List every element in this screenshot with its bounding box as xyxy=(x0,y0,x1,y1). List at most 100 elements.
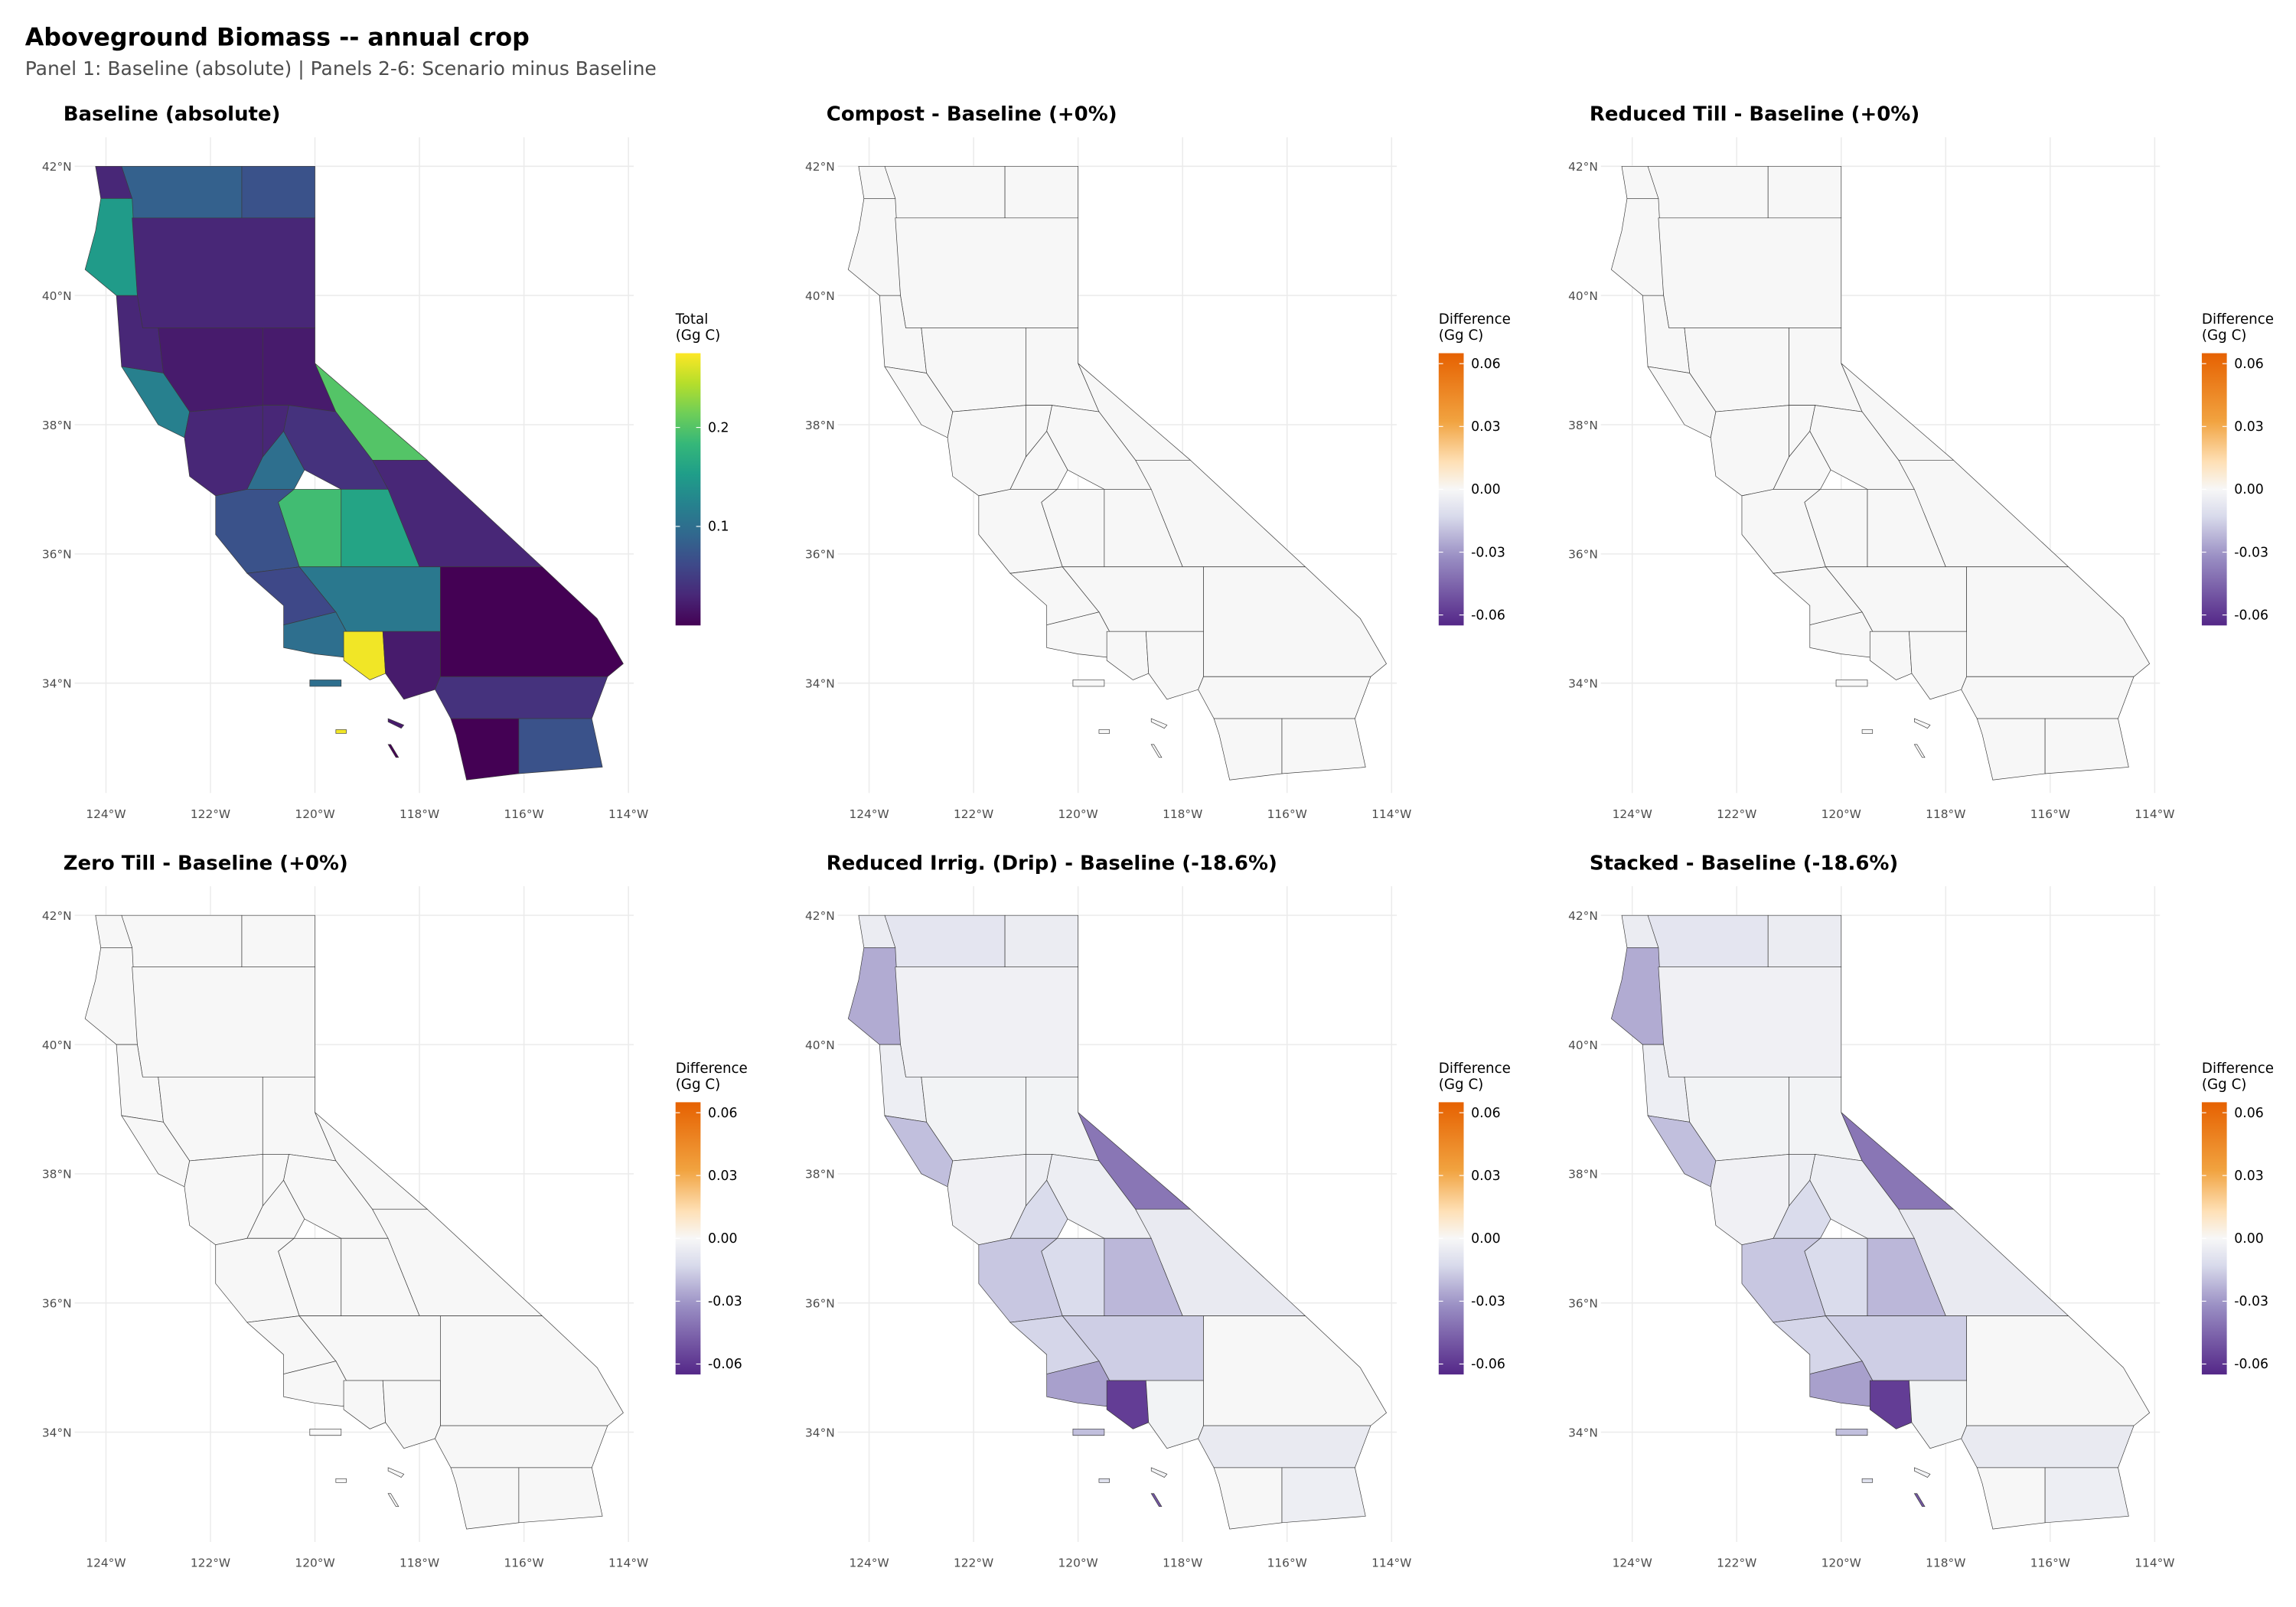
lon-tick-label: 122°W xyxy=(954,1556,993,1570)
figure-title: Aboveground Biomass -- annual crop xyxy=(25,24,530,52)
county-sierra-north xyxy=(1026,1076,1100,1162)
lon-tick-label: 124°W xyxy=(86,1556,126,1570)
lon-tick-label: 124°W xyxy=(1613,1556,1652,1570)
county-island-santa-cruz xyxy=(309,1428,342,1436)
county-north-interior xyxy=(895,966,1078,1077)
county-tulare xyxy=(341,1237,420,1316)
lon-tick-label: 120°W xyxy=(1821,807,1861,821)
county-island-catalina xyxy=(1150,1467,1168,1478)
legend-tick-label: -0.03 xyxy=(1471,545,1505,560)
lat-tick-label: 38°N xyxy=(1568,1168,1598,1182)
map-panel-5: Reduced Irrig. (Drip) - Baseline (-18.6%… xyxy=(805,852,1511,1570)
county-tulare xyxy=(1104,1237,1183,1316)
county-tulare xyxy=(341,489,420,568)
legend-title: Difference xyxy=(2202,1061,2274,1077)
county-ventura xyxy=(1106,631,1150,680)
color-legend: Difference(Gg C) 0.06 0.03 0.00 -0.03 -0.06 xyxy=(1438,1061,1511,1375)
map-panel-6: Stacked - Baseline (-18.6%) 124°W 122°W 120… xyxy=(1568,852,2274,1570)
county-los-angeles xyxy=(1909,631,1967,700)
county-sierra-north xyxy=(1789,328,1863,412)
legend-title: (Gg C) xyxy=(2202,1077,2247,1093)
legend-tick-label: -0.06 xyxy=(2234,608,2268,623)
county-los-angeles xyxy=(1145,631,1204,700)
lon-tick-label: 116°W xyxy=(504,807,543,821)
color-legend: Difference(Gg C) 0.06 0.03 0.00 -0.03 -0.06 xyxy=(1438,311,1511,626)
lat-tick-label: 40°N xyxy=(1568,289,1598,303)
legend-tick-label: 0.03 xyxy=(708,1169,738,1184)
county-los-angeles xyxy=(1145,1380,1204,1449)
county-island-san-nicolas xyxy=(1861,729,1874,734)
lat-tick-label: 36°N xyxy=(805,1296,835,1310)
lat-tick-label: 34°N xyxy=(1568,676,1598,690)
county-humboldt xyxy=(84,198,138,296)
county-island-catalina xyxy=(1914,718,1931,729)
county-san-diego xyxy=(1213,718,1283,781)
county-san-bernardino xyxy=(1966,566,2151,677)
county-merced xyxy=(1773,430,1831,490)
legend-title: (Gg C) xyxy=(676,328,721,344)
lat-tick-label: 40°N xyxy=(805,289,835,303)
lat-tick-label: 38°N xyxy=(805,419,835,432)
legend-tick-label: 0.00 xyxy=(1471,1231,1501,1247)
county-island-santa-cruz xyxy=(1835,680,1868,687)
legend-title: (Gg C) xyxy=(2202,328,2247,344)
legend-tick-label: 0.03 xyxy=(1471,1169,1501,1184)
county-north-interior xyxy=(1658,217,1842,328)
county-siskiyou xyxy=(121,165,243,219)
lon-tick-label: 114°W xyxy=(2135,807,2174,821)
county-imperial xyxy=(2044,1467,2129,1524)
county-imperial xyxy=(518,718,603,774)
county-island-san-clemente xyxy=(387,1493,400,1507)
legend-tick-label: -0.06 xyxy=(2234,1357,2268,1372)
county-siskiyou xyxy=(121,914,243,967)
legend-tick-label: -0.06 xyxy=(708,1357,742,1372)
panel-title: Reduced Till - Baseline (+0%) xyxy=(1590,103,1919,126)
county-siskiyou xyxy=(1647,165,1769,219)
lon-tick-label: 124°W xyxy=(849,1556,889,1570)
lon-tick-label: 118°W xyxy=(400,1556,439,1570)
county-island-catalina xyxy=(1914,1467,1931,1478)
county-island-san-clemente xyxy=(1150,1493,1163,1507)
county-riverside xyxy=(435,1425,608,1468)
legend-tick-label: -0.06 xyxy=(1471,1357,1505,1372)
county-siskiyou xyxy=(884,914,1006,967)
map-panel-4: Zero Till - Baseline (+0%) 124°W 122°W 120°… xyxy=(42,852,748,1570)
legend-tick-label: 0.03 xyxy=(2234,419,2264,435)
lat-tick-label: 42°N xyxy=(42,909,72,923)
lat-tick-label: 34°N xyxy=(42,1426,72,1439)
county-ventura xyxy=(1869,1380,1913,1429)
lat-tick-label: 36°N xyxy=(805,548,835,562)
lat-tick-label: 34°N xyxy=(1568,1426,1598,1439)
county-imperial xyxy=(1281,718,1366,774)
county-imperial xyxy=(2044,718,2129,774)
panels: Baseline (absolute) 124°W 122°W 120°W 118°W 1… xyxy=(42,103,2274,1570)
county-north-interior xyxy=(132,966,315,1077)
lat-tick-label: 38°N xyxy=(805,1168,835,1182)
county-island-san-clemente xyxy=(387,744,400,758)
lon-tick-label: 120°W xyxy=(295,807,334,821)
lat-tick-label: 38°N xyxy=(1568,419,1598,432)
lon-tick-label: 122°W xyxy=(1717,807,1756,821)
county-ventura xyxy=(343,631,386,680)
county-san-diego xyxy=(1976,1467,2046,1530)
county-humboldt xyxy=(1611,947,1665,1045)
lon-tick-label: 114°W xyxy=(608,1556,648,1570)
county-imperial xyxy=(1281,1467,1366,1524)
legend-tick-label: 0.06 xyxy=(2234,1106,2264,1121)
lon-tick-label: 114°W xyxy=(1371,807,1411,821)
lon-tick-label: 116°W xyxy=(2030,807,2070,821)
county-island-san-clemente xyxy=(1913,1493,1926,1507)
legend-title: (Gg C) xyxy=(676,1077,721,1093)
county-san-diego xyxy=(450,1467,520,1530)
legend-tick-label: 0.00 xyxy=(2234,482,2264,497)
county-modoc xyxy=(1767,165,1842,219)
county-san-bernardino xyxy=(1203,1315,1387,1426)
county-los-angeles xyxy=(1909,1380,1967,1449)
county-north-interior xyxy=(895,217,1078,328)
legend-tick-label: 0.06 xyxy=(708,1106,738,1121)
county-sierra-north xyxy=(1789,1076,1863,1162)
lon-tick-label: 116°W xyxy=(2030,1556,2070,1570)
county-riverside xyxy=(1961,1425,2135,1468)
county-merced xyxy=(246,1179,305,1239)
county-san-diego xyxy=(1976,718,2046,781)
